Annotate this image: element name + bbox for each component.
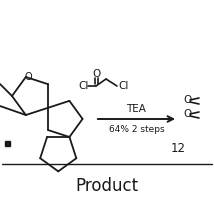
Text: O: O <box>183 95 191 105</box>
Text: Cl: Cl <box>78 81 88 91</box>
Text: O: O <box>93 69 101 79</box>
Text: Product: Product <box>76 177 138 195</box>
Text: O: O <box>24 72 32 82</box>
Text: TEA: TEA <box>126 104 146 114</box>
Bar <box>5 141 10 146</box>
Text: Cl: Cl <box>118 81 128 91</box>
Text: O: O <box>183 109 191 119</box>
Text: 64% 2 steps: 64% 2 steps <box>109 125 164 135</box>
Text: 12: 12 <box>171 141 186 155</box>
